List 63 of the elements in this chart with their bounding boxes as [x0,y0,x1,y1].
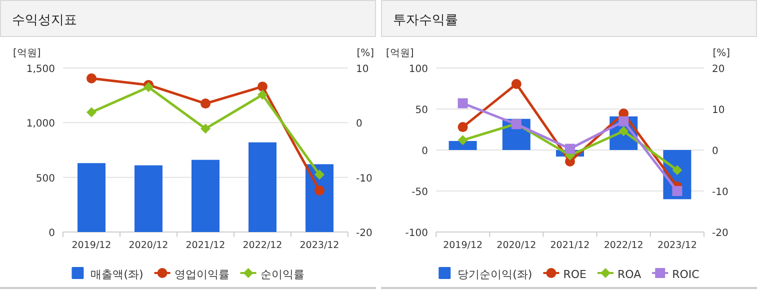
point [200,98,210,109]
bar [248,142,276,232]
y2-axis-title: [%] [356,48,374,59]
point [565,144,575,154]
point [86,73,96,84]
point [86,107,96,118]
y-tick-label: 0 [422,146,428,157]
point [511,78,522,89]
legend-label: 순이익률 [260,268,304,281]
y-tick-label: 100 [408,64,428,75]
x-tick-label: 2023/12 [657,240,697,251]
legend-label: 영업이익률 [174,268,230,281]
legend-label: 매출액(좌) [90,268,144,281]
bar [78,163,106,232]
point [458,135,468,146]
chart-title: 수익성지표 [12,13,77,28]
point [458,122,468,132]
chart-title: 투자수익률 [393,13,458,28]
point [672,186,682,196]
y2-tick-label: -10 [356,173,372,184]
y-axis-title: [억원] [13,48,41,59]
legend-label: ROIC [672,268,700,281]
x-tick-label: 2020/12 [496,240,536,251]
y2-axis-title: [%] [712,48,730,59]
y-tick-label: 0 [48,228,55,239]
bar [192,160,220,232]
x-tick-label: 2019/12 [72,240,112,251]
y2-tick-label: -20 [712,228,728,239]
y2-tick-label: 10 [712,105,725,116]
y-tick-label: 1,500 [26,64,55,75]
y2-tick-label: -10 [712,187,728,198]
point [458,98,468,108]
y2-tick-label: 0 [356,118,362,130]
y2-tick-label: 10 [356,64,369,75]
x-tick-label: 2019/12 [443,240,483,251]
point [618,116,629,126]
x-tick-label: 2021/12 [186,240,226,251]
legend-label: 당기순이익(좌) [458,268,532,281]
y2-tick-label: -20 [356,228,372,239]
point [672,165,682,176]
x-tick-label: 2020/12 [128,240,168,251]
y-tick-label: -100 [405,228,428,239]
y-axis-title: [억원] [386,48,414,59]
point [314,185,324,196]
x-tick-label: 2023/12 [300,240,340,251]
legend-label: ROA [617,268,642,281]
point [144,82,154,92]
legend-label: ROE [563,268,587,281]
point [258,82,268,92]
point [314,170,324,180]
y2-tick-label: 0 [712,146,718,157]
bar [448,140,477,150]
y-tick-label: -50 [412,187,428,198]
bar [134,165,162,232]
x-tick-label: 2021/12 [550,240,590,251]
point [200,124,210,134]
x-tick-label: 2022/12 [242,240,282,251]
point [258,90,268,100]
y-tick-label: 1,000 [26,118,55,130]
y-tick-label: 50 [415,105,428,116]
x-tick-label: 2022/12 [604,240,644,251]
y2-tick-label: 20 [712,64,725,75]
y-tick-label: 500 [36,173,55,184]
